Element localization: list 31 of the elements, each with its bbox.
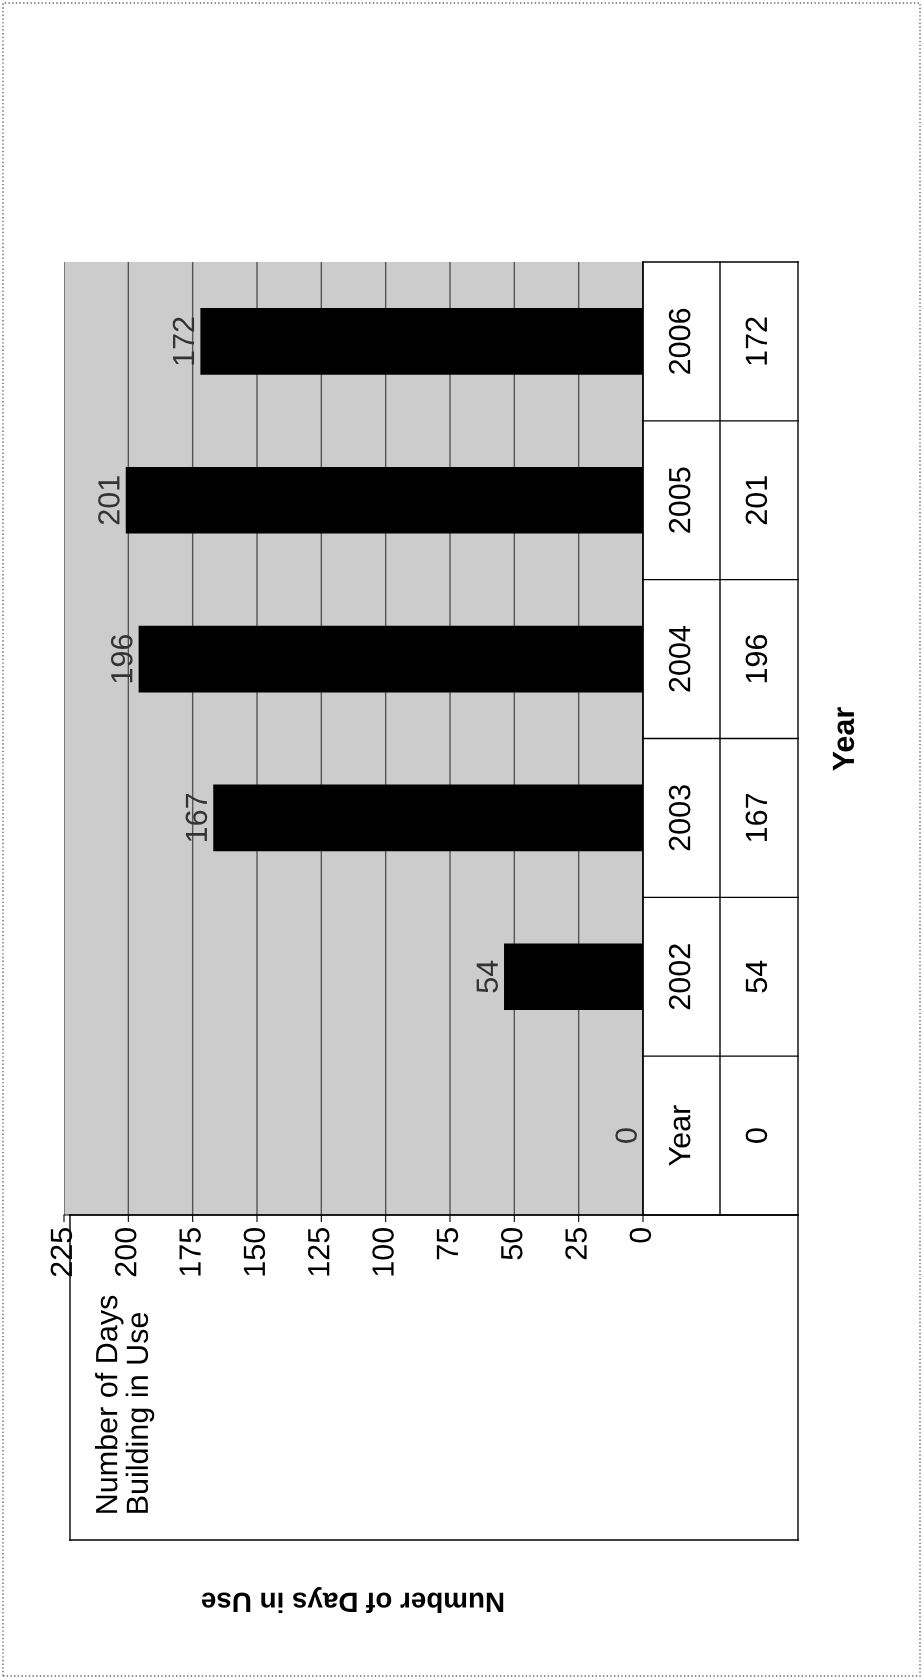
- x-tick-label: 0: [629, 1228, 652, 1243]
- x-tick-label: 150: [243, 1228, 266, 1276]
- annotation: 54: [476, 960, 498, 993]
- data-label: 167: [745, 793, 768, 842]
- x-tick-label: 50: [500, 1228, 523, 1260]
- data-label: 0: [745, 1128, 768, 1143]
- x-tick-label: 200: [114, 1228, 137, 1277]
- text: Number of Days in Use: [201, 1587, 504, 1613]
- data-label: 196: [745, 634, 768, 683]
- x-tick-label: 125: [307, 1228, 330, 1276]
- annotation: 172: [172, 317, 195, 365]
- x-tick-label: 175: [179, 1228, 201, 1276]
- y-tick-label: 2005: [668, 467, 691, 533]
- data-label: 172: [745, 317, 767, 365]
- y-tick-label: 2002: [668, 944, 691, 1010]
- annotation: 201: [98, 476, 120, 525]
- text: Number of Days Building in Use: [95, 1295, 155, 1513]
- y-tick-label: 2006: [668, 308, 691, 374]
- x-tick-label: 25: [565, 1228, 587, 1260]
- x-tick-label: 225: [50, 1228, 73, 1277]
- y-tick-label: Year: [669, 1105, 691, 1166]
- annotation: 167: [185, 793, 208, 842]
- data-label: 201: [745, 476, 768, 525]
- y-tick-label: 2004: [668, 625, 691, 692]
- y-tick-label: 2003: [668, 785, 691, 851]
- y-axis-title: Year: [832, 707, 855, 771]
- x-tick-label: 75: [436, 1228, 459, 1260]
- annotation: 196: [110, 634, 133, 683]
- x-tick-label: 100: [372, 1228, 394, 1276]
- annotation: 0: [615, 1128, 637, 1143]
- data-label: 54: [745, 960, 768, 993]
